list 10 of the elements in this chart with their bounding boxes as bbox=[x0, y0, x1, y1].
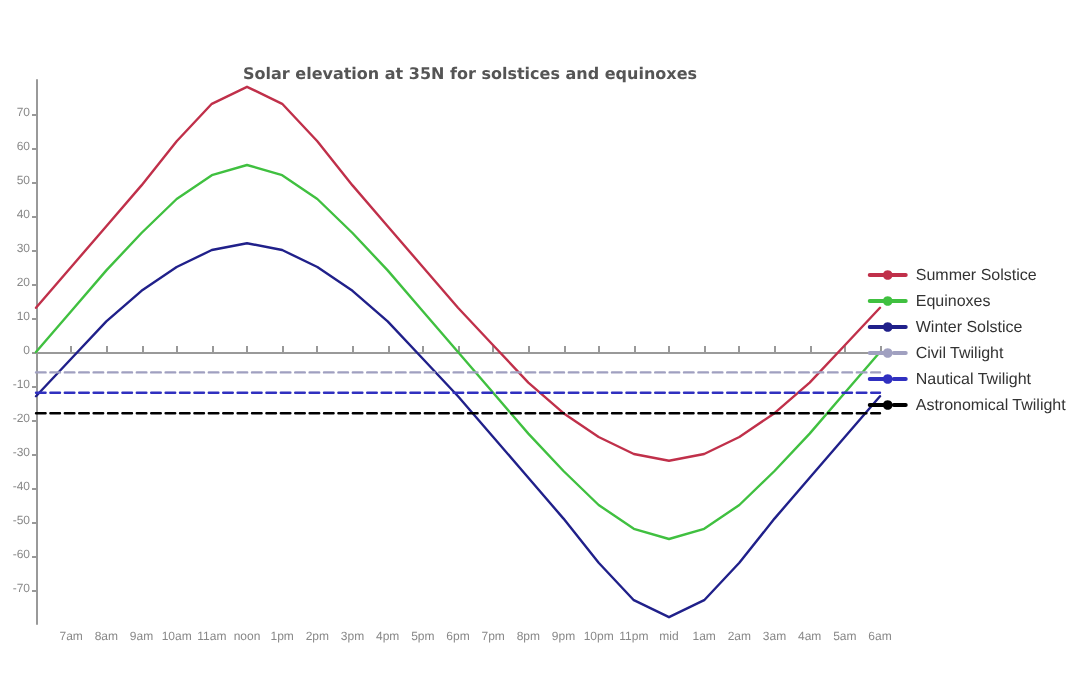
legend-label: Astronomical Twilight bbox=[915, 396, 1068, 414]
line-series bbox=[34, 242, 882, 619]
legend-label: Equinoxes bbox=[915, 292, 991, 310]
legend-label: Nautical Twilight bbox=[915, 370, 1033, 388]
line-series bbox=[34, 163, 882, 541]
legend-label: Civil Twilight bbox=[915, 344, 1006, 362]
line-series bbox=[34, 85, 882, 462]
chart-title: Solar elevation at 35N for solstices and equinoxes bbox=[243, 65, 698, 83]
legend-label: Winter Solstice bbox=[915, 318, 1024, 336]
legend-label: Summer Solstice bbox=[915, 266, 1038, 284]
